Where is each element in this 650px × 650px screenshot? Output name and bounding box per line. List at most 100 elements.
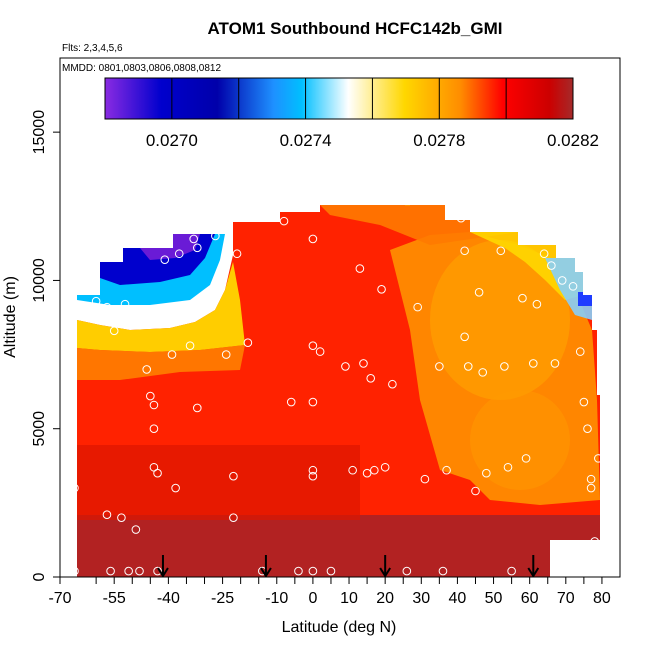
- observation-point: [135, 566, 144, 576]
- heatmap-top-orange: [320, 205, 518, 245]
- observation-point: [460, 246, 469, 256]
- observation-point: [377, 285, 386, 294]
- observation-point: [482, 468, 491, 478]
- observation-point: [308, 471, 318, 481]
- observation-point: [171, 483, 180, 493]
- observation-point: [229, 513, 238, 522]
- observation-point: [117, 513, 126, 522]
- x-tick-label: -25: [211, 590, 234, 607]
- observation-point: [478, 368, 488, 377]
- observation-point: [579, 397, 589, 407]
- observation-point: [308, 341, 318, 350]
- down-arrow-icon: [379, 555, 392, 577]
- observation-point: [442, 465, 451, 475]
- observation-point: [438, 566, 448, 576]
- observation-points: [70, 207, 603, 576]
- observation-point: [91, 296, 101, 306]
- observation-point: [355, 264, 365, 273]
- colorbar-tick-label: 0.0274: [280, 131, 332, 150]
- colorbar-tick-label: 0.0282: [547, 131, 599, 150]
- heatmap-upper-left-orange: [77, 345, 245, 380]
- x-tick-label: -40: [157, 590, 180, 607]
- x-tick-label: 60: [521, 590, 539, 607]
- plot-area: [70, 205, 603, 577]
- observation-point: [308, 465, 318, 475]
- x-axis-label: Latitude (deg N): [282, 619, 397, 636]
- observation-point: [192, 243, 202, 253]
- down-arrow-icon: [260, 555, 272, 577]
- down-arrow-icon: [157, 555, 169, 577]
- observation-point: [380, 462, 390, 472]
- flights-note: Flts: 2,3,4,5,6: [62, 43, 123, 54]
- observation-point: [167, 350, 177, 359]
- observation-point: [174, 249, 184, 259]
- observation-point: [521, 454, 531, 463]
- y-tick-label: 15000: [31, 110, 48, 155]
- heatmap-orange-lower: [470, 390, 570, 490]
- heatmap-lower-mid-band: [77, 445, 360, 520]
- observation-point: [528, 359, 538, 368]
- flight-arrows: [157, 555, 540, 577]
- x-tick-label: 0: [308, 590, 317, 607]
- colorbar-tick-label: 0.0278: [413, 131, 465, 150]
- x-tick-label: 30: [412, 590, 430, 607]
- x-tick-label: 40: [449, 590, 467, 607]
- x-tick-label: 20: [376, 590, 394, 607]
- observation-point: [185, 341, 195, 350]
- observation-point: [500, 362, 509, 371]
- observation-point: [232, 249, 242, 259]
- colorbar-tick-label: 0.0270: [146, 131, 198, 150]
- x-tick-label: 70: [557, 590, 575, 607]
- colorbar-gradient: [104, 77, 574, 120]
- observation-point: [568, 282, 578, 291]
- observation-point: [586, 483, 596, 493]
- observation-point: [131, 525, 141, 534]
- x-tick-label: 10: [340, 590, 358, 607]
- down-arrow-icon: [527, 555, 540, 577]
- observation-point: [70, 566, 79, 576]
- chart-title: ATOM1 Southbound HCFC142b_GMI: [208, 19, 503, 38]
- heatmap-top-right-yellow: [470, 232, 583, 300]
- observation-point: [308, 234, 318, 244]
- observation-point: [308, 566, 318, 576]
- observation-point: [496, 246, 506, 256]
- observation-point: [229, 471, 238, 481]
- observation-point: [279, 216, 289, 226]
- observation-point: [138, 305, 148, 315]
- observation-point: [341, 362, 350, 371]
- x-axis: -70 -55 -40 -25 -10 0 10 20 30 40 50 60 70 80: [48, 577, 611, 607]
- colorbar-tick-labels: 0.0270 0.0274 0.0278 0.0282: [146, 131, 599, 150]
- x-tick-label: 50: [485, 590, 503, 607]
- colorbar: MMDD: 0801,0803,0806,0808,0812 0.0270 0.0…: [60, 58, 620, 173]
- y-axis-label: Altitude (m): [2, 276, 19, 358]
- observation-point: [420, 474, 430, 484]
- observation-point: [583, 424, 592, 434]
- y-tick-label: 10000: [31, 258, 48, 303]
- observation-point: [510, 207, 520, 217]
- observation-point: [594, 454, 603, 463]
- observation-point: [315, 347, 325, 356]
- observation-point: [102, 510, 112, 520]
- observation-point: [359, 359, 368, 368]
- observation-point: [366, 373, 376, 383]
- observation-point: [413, 302, 422, 312]
- observation-point: [503, 462, 513, 472]
- observation-point: [120, 308, 130, 318]
- observation-point: [211, 231, 220, 241]
- observation-point: [106, 566, 115, 576]
- observation-point: [102, 302, 112, 312]
- observation-point: [532, 299, 542, 309]
- observation-point: [362, 468, 372, 478]
- observation-point: [547, 261, 556, 270]
- observation-point: [243, 338, 253, 348]
- heatmap-upper-left-violet: [140, 234, 200, 260]
- observation-point: [160, 255, 170, 264]
- observation-point: [124, 566, 133, 576]
- y-tick-label: 5000: [31, 411, 48, 447]
- observation-point: [326, 566, 336, 576]
- x-tick-label: -55: [103, 590, 126, 607]
- observation-point: [153, 468, 162, 478]
- heatmap-lower-dark-band: [77, 515, 600, 577]
- observation-point: [192, 403, 202, 413]
- observation-point: [70, 270, 79, 279]
